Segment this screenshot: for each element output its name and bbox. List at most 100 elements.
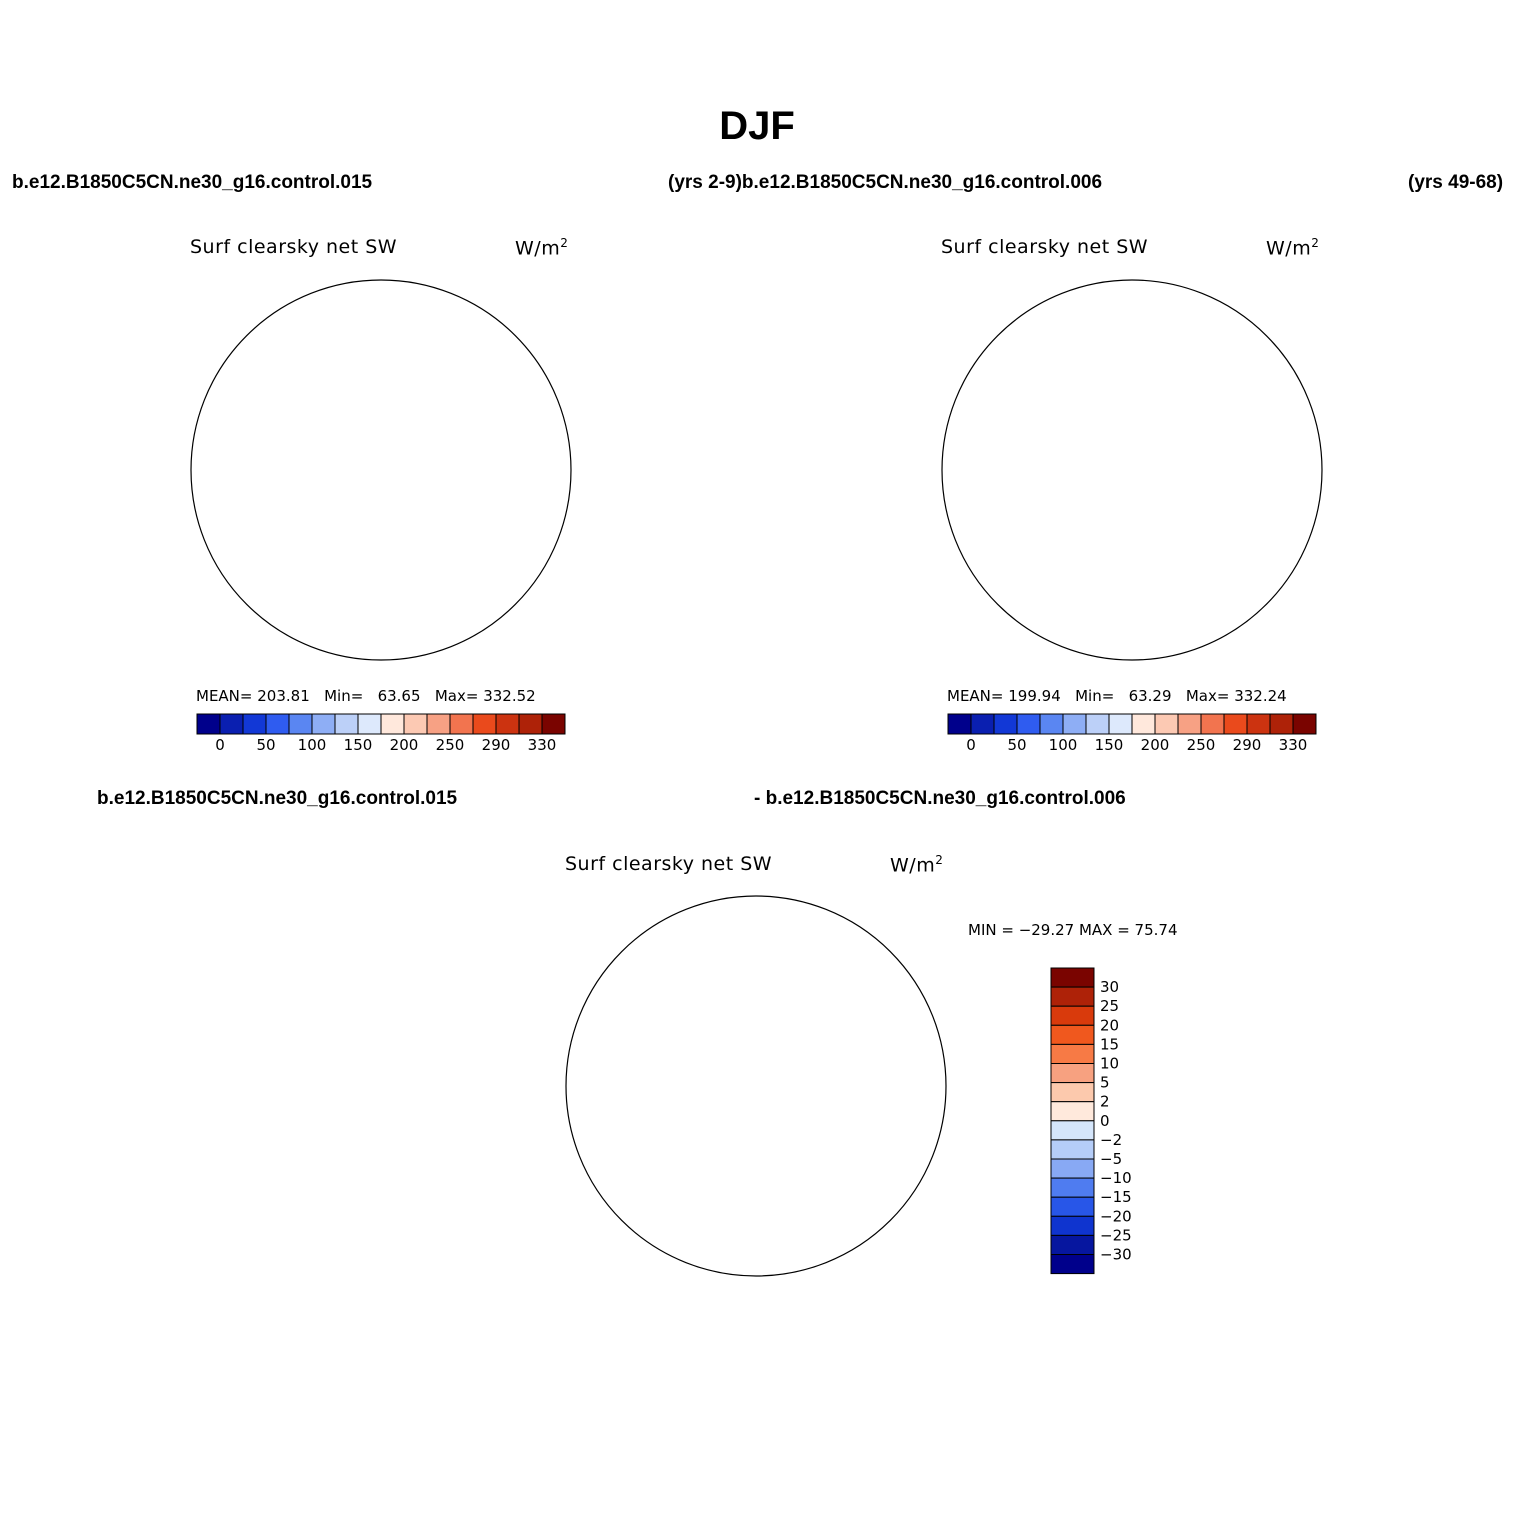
panel3-colorbar-swatch bbox=[1050, 1196, 1095, 1217]
panel1-units: W/m2 bbox=[515, 236, 569, 260]
panel1-colorbar-swatch bbox=[288, 713, 313, 735]
panel2-colorbar-tick-label: 330 bbox=[1279, 736, 1308, 754]
panel2-colorbar-swatch bbox=[1131, 713, 1156, 735]
panel3-colorbar-swatch bbox=[1050, 1005, 1095, 1026]
panel1-colorbar-tick-label: 100 bbox=[298, 736, 327, 754]
top-right-years-label: (yrs 49-68) bbox=[1408, 172, 1504, 193]
panel3-colorbar-swatch bbox=[1050, 1254, 1095, 1275]
panel2-colorbar-swatch bbox=[1292, 713, 1317, 735]
panel3-colorbar-tick-label: −30 bbox=[1100, 1246, 1132, 1264]
panel3-colorbar-swatch bbox=[1050, 1158, 1095, 1179]
figure-title: DJF bbox=[719, 104, 795, 148]
panel3-colorbar-tick-label: 2 bbox=[1100, 1093, 1110, 1111]
panel3-colorbar-swatch bbox=[1050, 986, 1095, 1007]
panel3-colorbar-swatch bbox=[1050, 967, 1095, 988]
panel3-colorbar-swatch bbox=[1050, 1234, 1095, 1256]
panel2-colorbar-swatch bbox=[1269, 713, 1294, 735]
panel3-difference-map bbox=[556, 886, 956, 1286]
panel1-colorbar-tick-label: 0 bbox=[215, 736, 225, 754]
panel1-colorbar-tick-label: 250 bbox=[436, 736, 465, 754]
panel1-max-value: 332.52 bbox=[483, 687, 536, 705]
panel1-colorbar: 0 50 100 150 200 250 290 330 bbox=[196, 713, 566, 754]
panel1-colorbar-swatch bbox=[403, 713, 428, 735]
panel2-colorbar-swatch bbox=[1085, 713, 1110, 735]
panel1-colorbar-swatch bbox=[449, 713, 474, 735]
panel2-colorbar-swatch bbox=[1039, 713, 1064, 735]
panel2-polar-map bbox=[932, 270, 1332, 670]
panel2-stats: MEAN= 199.94 Min= 63.29 Max= 332.24 bbox=[947, 687, 1287, 705]
panel1-stats: MEAN= 203.81 Min= 63.65 Max= 332.52 bbox=[196, 687, 536, 705]
panel1-colorbar-swatch bbox=[426, 713, 451, 735]
panel1-colorbar-swatch bbox=[380, 713, 405, 735]
panel1-mean-label: MEAN= bbox=[196, 687, 253, 705]
panel2-colorbar-swatch bbox=[1200, 713, 1225, 735]
panel2-colorbar-tick-label: 100 bbox=[1049, 736, 1078, 754]
panel2-colorbar-swatch bbox=[970, 713, 995, 735]
panel1-colorbar-swatch bbox=[196, 713, 221, 735]
panel3-colorbar-tick-label: −2 bbox=[1100, 1131, 1122, 1149]
panel2-colorbar-tick-label: 290 bbox=[1233, 736, 1262, 754]
panel3-colorbar-swatch bbox=[1050, 1082, 1095, 1103]
panel3-min-max: MIN = −29.27 MAX = 75.74 bbox=[968, 921, 1178, 939]
panel1-colorbar-swatch bbox=[265, 713, 290, 735]
panel2-colorbar-tick-label: 0 bbox=[966, 736, 976, 754]
panel3-colorbar-swatch bbox=[1050, 1101, 1095, 1122]
panel1-max-label: Max= bbox=[434, 687, 479, 705]
panel1-colorbar-swatch bbox=[357, 713, 382, 735]
panel2-colorbar-swatch bbox=[1154, 713, 1179, 735]
panel3-colorbar-tick-label: −25 bbox=[1100, 1226, 1132, 1244]
panel3-colorbar-swatch bbox=[1050, 1120, 1095, 1141]
panel1-mean-value: 203.81 bbox=[257, 687, 310, 705]
panel3-colorbar-tick-label: 5 bbox=[1100, 1074, 1110, 1092]
panel1-colorbar-swatch bbox=[472, 713, 497, 735]
panel1-variable-title: Surf clearsky net SW bbox=[190, 236, 398, 258]
panel3-colorbar-swatch bbox=[1050, 1139, 1095, 1160]
panel2-colorbar-swatch bbox=[1223, 713, 1248, 735]
panel1-polar-map bbox=[181, 270, 581, 670]
panel1-colorbar-tick-label: 150 bbox=[344, 736, 373, 754]
panel2-max-value: 332.24 bbox=[1234, 687, 1287, 705]
panel3-colorbar-tick-label: −5 bbox=[1100, 1150, 1122, 1168]
panel2-colorbar-swatch bbox=[1108, 713, 1133, 735]
panel2-colorbar-swatch bbox=[1246, 713, 1271, 735]
panel1-colorbar-swatch bbox=[219, 713, 244, 735]
panel3-colorbar-swatch bbox=[1050, 1043, 1095, 1065]
panel1-min-label: Min= bbox=[324, 687, 364, 705]
panel3-colorbar-tick-label: −10 bbox=[1100, 1169, 1132, 1187]
panel2-colorbar-swatch bbox=[1177, 713, 1202, 735]
panel3-colorbar-tick-label: 20 bbox=[1100, 1016, 1119, 1034]
panel3-units: W/m2 bbox=[890, 853, 944, 877]
panel1-colorbar-swatch bbox=[242, 713, 267, 735]
panel1-min-value: 63.65 bbox=[377, 687, 421, 705]
panel2-mean-value: 199.94 bbox=[1008, 687, 1061, 705]
panel1-colorbar-swatch bbox=[334, 713, 359, 735]
panel3-colorbar-tick-label: 25 bbox=[1100, 997, 1119, 1015]
panel3-colorbar-swatch bbox=[1050, 1063, 1095, 1084]
panel3-colorbar-tick-label: 30 bbox=[1100, 978, 1119, 996]
top-middle-case-label: (yrs 2-9)b.e12.B1850C5CN.ne30_g16.contro… bbox=[668, 172, 1103, 193]
panel3-variable-title: Surf clearsky net SW bbox=[565, 853, 773, 875]
panel2-colorbar-tick-label: 50 bbox=[1007, 736, 1026, 754]
panel3-colorbar-tick-label: 10 bbox=[1100, 1055, 1119, 1073]
top-left-case-label: b.e12.B1850C5CN.ne30_g16.control.015 bbox=[12, 172, 373, 193]
panel3-colorbar-swatch bbox=[1050, 1024, 1095, 1045]
bottom-left-case-label: b.e12.B1850C5CN.ne30_g16.control.015 bbox=[97, 788, 458, 809]
panel2-colorbar-tick-label: 250 bbox=[1187, 736, 1216, 754]
panel2-colorbar: 0 50 100 150 200 250 290 330 bbox=[947, 713, 1317, 754]
panel1-colorbar-tick-label: 50 bbox=[256, 736, 275, 754]
panel1-colorbar-tick-label: 330 bbox=[528, 736, 557, 754]
panel1-colorbar-swatch bbox=[311, 713, 336, 735]
panel2-min-value: 63.29 bbox=[1128, 687, 1172, 705]
panel3-colorbar-tick-label: −20 bbox=[1100, 1207, 1132, 1225]
panel2-units: W/m2 bbox=[1266, 236, 1320, 260]
panel2-mean-label: MEAN= bbox=[947, 687, 1004, 705]
panel3-colorbar-swatch bbox=[1050, 1177, 1095, 1198]
panel1-colorbar-swatch bbox=[518, 713, 543, 735]
panel3-colorbar-tick-label: 15 bbox=[1100, 1035, 1119, 1053]
panel1-colorbar-tick-label: 290 bbox=[482, 736, 511, 754]
panel2-colorbar-swatch bbox=[1016, 713, 1041, 735]
panel2-colorbar-tick-label: 150 bbox=[1095, 736, 1124, 754]
panel3-colorbar-tick-label: −15 bbox=[1100, 1188, 1132, 1206]
